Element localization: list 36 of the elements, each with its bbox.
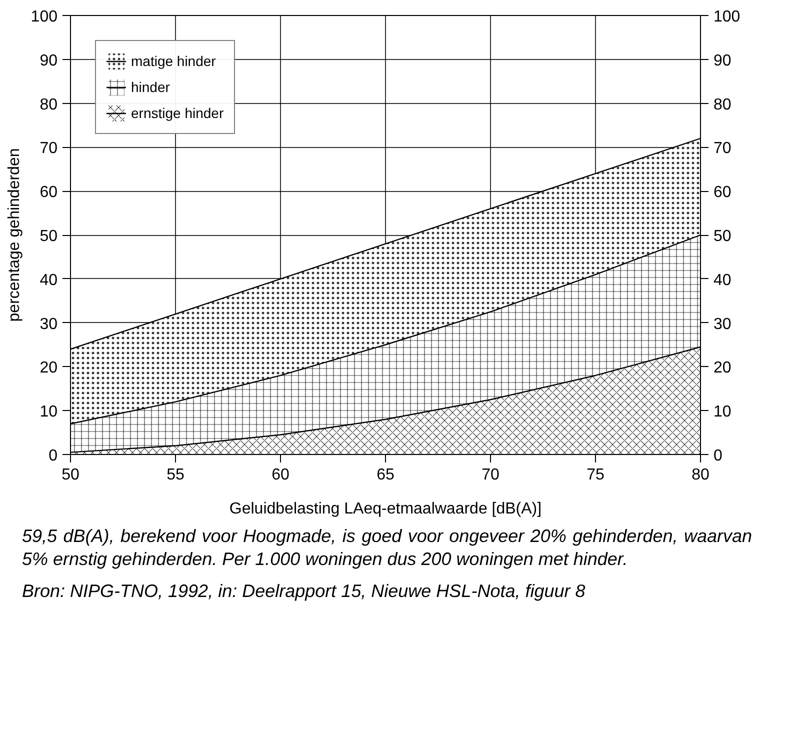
- x-tick-label: 65: [376, 466, 394, 484]
- y-tick-label: 20: [40, 360, 58, 377]
- x-tick-label: 75: [586, 466, 604, 484]
- y2-tick-label: 30: [714, 316, 732, 333]
- legend-label: matige hinder: [131, 53, 216, 69]
- y-tick-label: 50: [40, 228, 58, 245]
- y-tick-label: 60: [40, 184, 58, 202]
- x-tick-label: 70: [482, 466, 500, 484]
- y2-tick-label: 90: [714, 52, 732, 70]
- y-tick-label: 40: [40, 272, 58, 289]
- y-tick-label: 70: [40, 140, 58, 158]
- y2-tick-label: 80: [714, 96, 732, 114]
- y2-tick-label: 20: [714, 360, 732, 377]
- x-tick-label: 55: [166, 466, 184, 484]
- y2-tick-label: 10: [714, 404, 732, 421]
- x-tick-label: 80: [692, 466, 710, 484]
- text: 59,5 dB(A), berekend voor Hoogmade, is goed voor ongeveer 20% gehinderden, waarvan 5% ernstig gehinderden. Per 1.000 woningen dus 200 woningen met hinder.: [22, 525, 752, 570]
- legend-label: ernstige hinder: [131, 105, 224, 121]
- y-tick-label: 80: [40, 96, 58, 114]
- y2-tick-label: 40: [714, 272, 732, 289]
- y-tick-label: 100: [30, 8, 58, 26]
- y2-tick-label: 60: [714, 184, 732, 202]
- y-tick-label: 10: [40, 404, 58, 421]
- y2-tick-label: 50: [714, 228, 732, 245]
- y-axis-title: percentage gehinderden: [6, 148, 23, 322]
- y-tick-label: 90: [40, 52, 58, 70]
- text: Bron: NIPG-TNO, 1992, in: Deelrapport 15, Nieuwe HSL-Nota, figuur 8: [22, 580, 586, 602]
- y-tick-label: 30: [40, 316, 58, 333]
- y2-tick-label: 100: [714, 8, 740, 26]
- x-axis-title: Geluidbelasting LAeq-etmaalwaarde [dB(A)]: [229, 500, 542, 518]
- x-tick-label: 60: [272, 466, 290, 484]
- y2-tick-label: 0: [714, 448, 722, 464]
- legend-label: hinder: [131, 79, 170, 95]
- y2-tick-label: 70: [714, 140, 732, 158]
- y-tick-label: 0: [48, 448, 58, 464]
- x-tick-label: 50: [62, 466, 80, 484]
